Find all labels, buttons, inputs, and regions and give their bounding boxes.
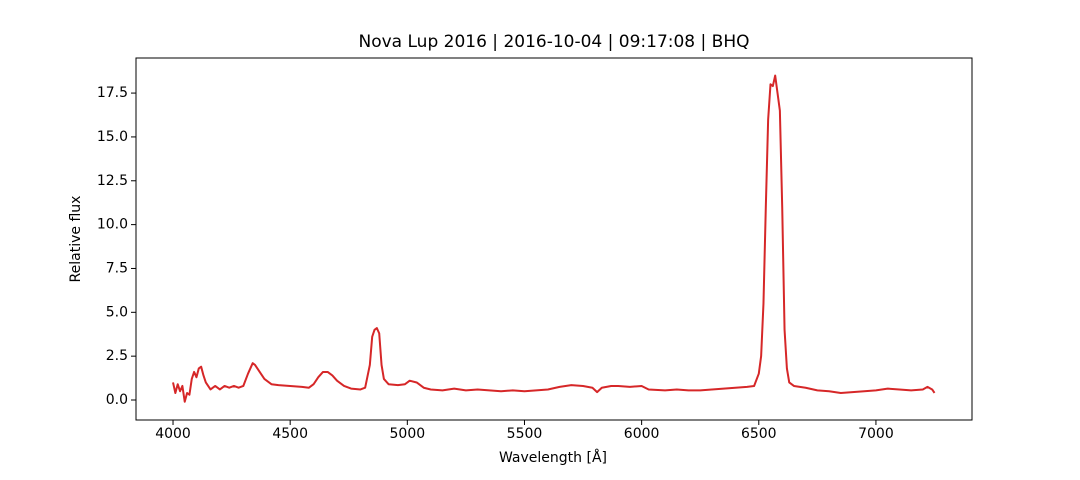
y-tick-label: 10.0 — [97, 217, 128, 233]
y-tick-label: 17.5 — [97, 85, 128, 101]
y-tick-label: 0.0 — [106, 392, 128, 408]
x-tick-label: 6500 — [741, 426, 777, 442]
x-tick-label: 5500 — [507, 426, 543, 442]
plot-frame — [135, 57, 973, 421]
x-tick-label: 5000 — [390, 426, 426, 442]
chart-title: Nova Lup 2016 | 2016-10-04 | 09:17:08 | … — [359, 32, 750, 52]
x-tick-label: 7000 — [858, 426, 894, 442]
y-axis-label: Relative flux — [68, 196, 84, 283]
data-line — [172, 74, 936, 403]
y-tick-label: 15.0 — [97, 129, 128, 145]
x-tick-label: 4000 — [155, 426, 191, 442]
y-tick-label: 2.5 — [106, 348, 128, 364]
x-axis-label: Wavelength [Å] — [499, 449, 607, 466]
x-tick-label: 4500 — [272, 426, 308, 442]
y-tick-label: 12.5 — [97, 173, 128, 189]
y-tick-label: 5.0 — [106, 304, 128, 320]
y-tick-label: 7.5 — [106, 260, 128, 276]
x-tick-label: 6000 — [624, 426, 660, 442]
